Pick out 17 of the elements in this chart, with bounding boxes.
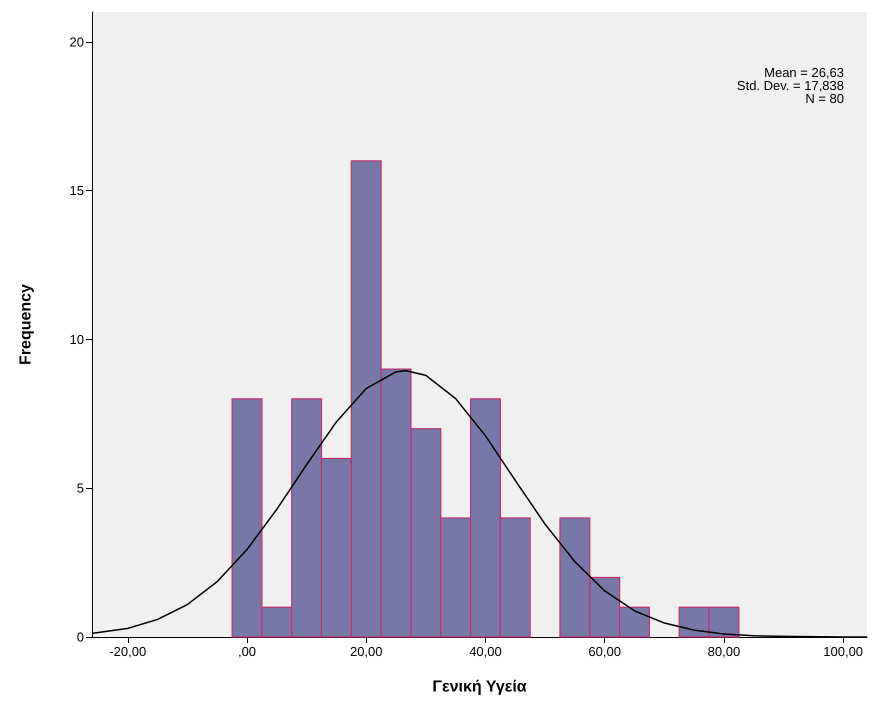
y-tick-label: 5 — [76, 480, 84, 496]
y-axis-title: Frequency — [18, 284, 34, 365]
x-tick-label: 80,00 — [708, 644, 740, 659]
y-tick-label: 15 — [70, 183, 84, 198]
annotation: Std. Dev. = 17,838 — [736, 78, 844, 93]
x-tick-label: 40,00 — [469, 644, 502, 659]
annotation: Mean = 26,63 — [764, 65, 844, 80]
x-tick-label: ,00 — [238, 644, 256, 659]
x-tick-label: 60,00 — [588, 644, 621, 659]
y-tick-label: 0 — [76, 630, 84, 644]
y-tick-label: 10 — [70, 332, 84, 347]
x-tick-label: 20,00 — [350, 644, 383, 659]
x-axis-title: Γενική Υγεία — [432, 678, 527, 696]
x-tick-label: 100,00 — [823, 644, 864, 659]
x-tick-label: -20,00 — [109, 644, 146, 659]
annotation: N = 80 — [805, 91, 844, 106]
y-tick-label: 20 — [70, 34, 84, 50]
